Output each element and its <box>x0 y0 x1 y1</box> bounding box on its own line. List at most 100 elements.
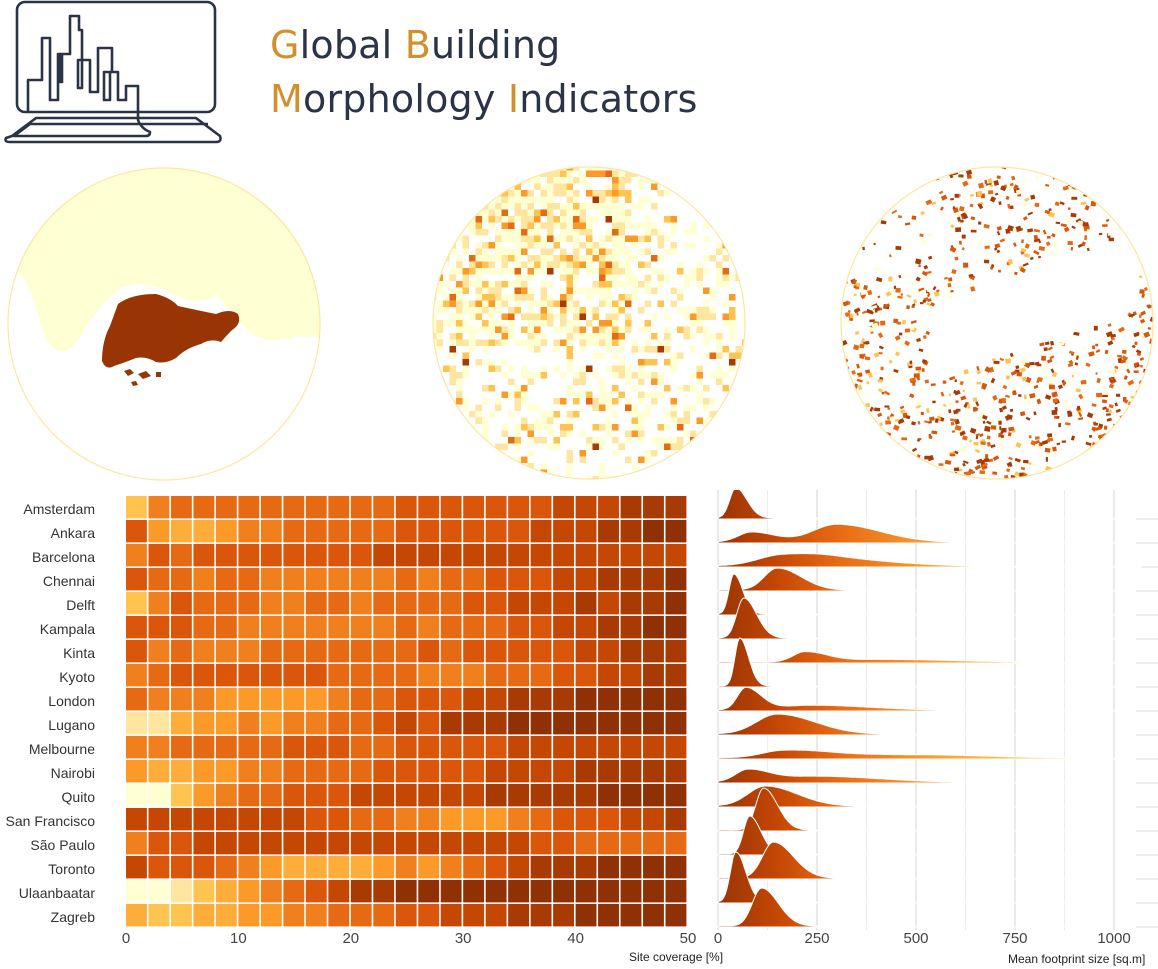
heatmap-cell <box>283 688 305 711</box>
heatmap-cell <box>305 592 327 615</box>
heatmap-cell <box>620 592 642 615</box>
heatmap-cell <box>463 544 485 567</box>
heatmap-cell <box>193 904 215 927</box>
heatmap-cell <box>643 736 664 759</box>
heatmap-cell <box>350 688 372 711</box>
heatmap-cell <box>418 832 440 855</box>
heatmap-cell <box>350 496 372 519</box>
heatmap-cell <box>328 736 350 759</box>
heatmap-cell <box>238 592 260 615</box>
heatmap-cell <box>575 640 597 663</box>
heatmap-cell <box>283 496 305 519</box>
heatmap-cell <box>575 712 597 735</box>
heatmap-cell <box>643 784 664 807</box>
heatmap-cell <box>373 832 395 855</box>
heatmap-cell <box>305 856 327 879</box>
title-accent-letter: G <box>270 23 300 67</box>
heatmap-cell <box>170 784 192 807</box>
heatmap-cell <box>238 520 260 543</box>
row-label: Delft <box>66 597 95 613</box>
heatmap-cell <box>395 736 417 759</box>
heatmap-cell <box>126 568 147 591</box>
heatmap-cell <box>418 904 440 927</box>
heatmap-cell <box>283 712 305 735</box>
x-tick-label: 0 <box>121 930 131 947</box>
heatmap-cell <box>260 808 282 831</box>
heatmap-cell <box>485 808 507 831</box>
heatmap-cell <box>463 760 485 783</box>
heatmap-cell <box>485 664 507 687</box>
heatmap-cell <box>148 736 170 759</box>
heatmap-cell <box>440 736 462 759</box>
heatmap-cell <box>148 904 170 927</box>
heatmap-cell <box>305 784 327 807</box>
row-label: Ankara <box>50 525 95 541</box>
heatmap-cell <box>395 856 417 879</box>
heatmap-cell <box>283 904 305 927</box>
heatmap-cell <box>126 832 147 855</box>
heatmap-cell <box>598 736 619 759</box>
heatmap-cell <box>598 688 619 711</box>
heatmap-cell <box>598 760 619 783</box>
heatmap-cell <box>350 784 372 807</box>
heatmap-cell <box>643 616 664 639</box>
heatmap-cell <box>553 688 574 711</box>
heatmap-cell <box>485 856 507 879</box>
heatmap-cell <box>620 736 642 759</box>
heatmap-cell <box>553 832 574 855</box>
heatmap-cell <box>440 616 462 639</box>
heatmap-cell <box>598 784 619 807</box>
heatmap-cell <box>350 664 372 687</box>
heatmap-cell <box>148 664 170 687</box>
heatmap-cell <box>440 496 462 519</box>
heatmap-cell <box>440 568 462 591</box>
heatmap-cell <box>530 544 552 567</box>
grid-scale-map <box>432 166 746 480</box>
heatmap-cell <box>530 688 552 711</box>
heatmap-cell <box>305 808 327 831</box>
heatmap-cell <box>373 568 395 591</box>
heatmap-cell <box>373 664 395 687</box>
heatmap-cell <box>485 736 507 759</box>
heatmap-cell <box>148 688 170 711</box>
heatmap-cell <box>395 904 417 927</box>
heatmap-cell <box>373 616 395 639</box>
density-ridge <box>704 637 1127 688</box>
heatmap-cell <box>193 832 215 855</box>
heatmap-cell <box>283 544 305 567</box>
row-label: São Paulo <box>30 837 95 853</box>
heatmap-cell <box>463 856 485 879</box>
heatmap-cell <box>485 568 507 591</box>
heatmap-cell <box>395 760 417 783</box>
heatmap-cell <box>260 640 282 663</box>
heatmap-cell <box>530 592 552 615</box>
heatmap-cell <box>305 568 327 591</box>
heatmap-cell <box>215 808 237 831</box>
heatmap-cell <box>643 664 664 687</box>
density-ridge <box>703 768 1111 784</box>
heatmap-cell <box>126 616 147 639</box>
heatmap-cell <box>643 856 664 879</box>
heatmap-cell <box>260 712 282 735</box>
heatmap-cell <box>328 616 350 639</box>
heatmap-cell <box>215 904 237 927</box>
heatmap-cell <box>508 832 530 855</box>
heatmap-cell <box>395 664 417 687</box>
heatmap-cell <box>193 784 215 807</box>
row-label: Toronto <box>48 861 95 877</box>
heatmap-cell <box>440 520 462 543</box>
heatmap-cell <box>418 808 440 831</box>
heatmap-cell <box>148 856 170 879</box>
heatmap-cell <box>508 568 530 591</box>
heatmap-cell <box>238 736 260 759</box>
heatmap-cell <box>170 712 192 735</box>
title-accent-letter: I <box>507 77 520 121</box>
heatmap-cell <box>620 760 642 783</box>
heatmap-cell <box>170 736 192 759</box>
heatmap-cell <box>463 736 485 759</box>
heatmap-cell <box>170 760 192 783</box>
heatmap-cell <box>598 880 619 903</box>
footprint-ridgeline-plot <box>703 490 1158 930</box>
building-scale-map <box>840 166 1154 480</box>
heatmap-cell <box>418 544 440 567</box>
